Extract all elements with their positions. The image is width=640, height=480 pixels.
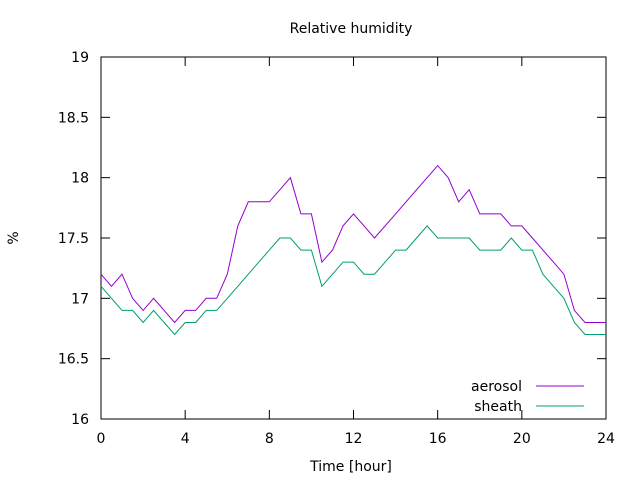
series-group <box>100 164 606 336</box>
chart-title: Relative humidity <box>290 21 413 37</box>
y-tick-label: 18.5 <box>58 110 89 126</box>
y-tick-label: 16.5 <box>58 352 89 368</box>
y-axis: 16 16.5 17 17.5 18 18.5 19 <box>58 50 606 428</box>
legend: aerosol sheath <box>471 379 584 415</box>
y-tick-label: 17 <box>71 291 89 307</box>
legend-label: aerosol <box>471 379 522 395</box>
y-tick-label: 18 <box>71 171 89 187</box>
plot-frame <box>100 56 607 420</box>
y-tick-label: 16 <box>71 412 89 428</box>
y-tick-label: 17.5 <box>58 231 89 247</box>
x-tick-label: 24 <box>597 431 615 447</box>
series-line-sheath <box>100 225 606 336</box>
x-tick-label: 4 <box>181 431 190 447</box>
x-axis: 0 4 8 12 16 20 24 <box>97 57 615 447</box>
series-line-aerosol <box>100 164 606 324</box>
y-tick-label: 19 <box>71 50 89 66</box>
x-tick-label: 8 <box>265 431 274 447</box>
x-tick-label: 12 <box>345 431 363 447</box>
x-tick-label: 0 <box>97 431 106 447</box>
y-axis-label: % <box>6 231 22 244</box>
x-tick-label: 20 <box>513 431 531 447</box>
x-tick-label: 16 <box>429 431 447 447</box>
legend-label: sheath <box>474 399 522 415</box>
x-axis-label: Time [hour] <box>309 459 392 475</box>
